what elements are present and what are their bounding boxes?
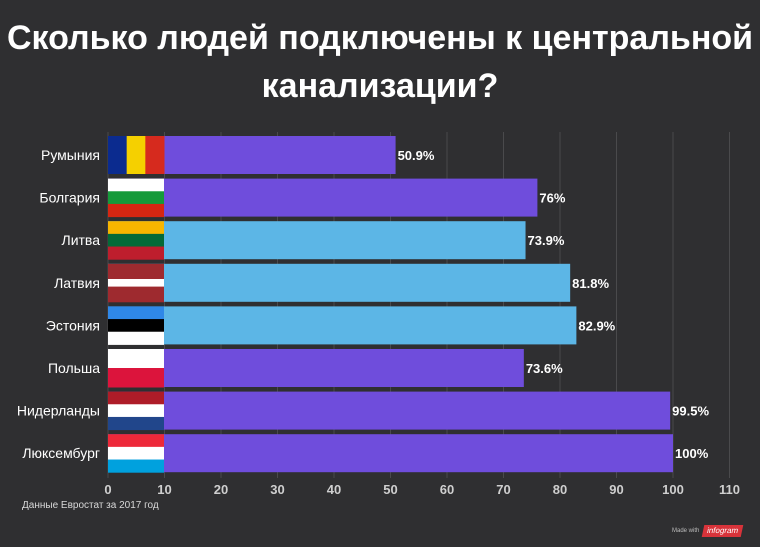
x-tick-label-7: 70 bbox=[496, 482, 510, 497]
value-label-4: 82.9% bbox=[578, 318, 615, 333]
x-tick-label-0: 0 bbox=[104, 482, 111, 497]
flag-3-stripe-0 bbox=[108, 264, 164, 280]
x-axis-ticks: 0 10 20 30 40 50 60 70 80 90 100 110 bbox=[104, 482, 740, 497]
flag-0-stripe-2 bbox=[145, 136, 164, 174]
bar-6 bbox=[108, 392, 670, 430]
bar-4 bbox=[108, 306, 576, 344]
bar-2 bbox=[108, 221, 526, 259]
flag-5 bbox=[108, 349, 164, 388]
source-note: Данные Евростат за 2017 год bbox=[22, 500, 159, 511]
flag-3-stripe-2 bbox=[108, 287, 164, 303]
x-tick-label-9: 90 bbox=[609, 482, 623, 497]
flag-4 bbox=[108, 306, 164, 345]
category-labels: Румыния Болгария Литва Латвия Эстония Польша Н… bbox=[17, 147, 100, 461]
value-label-3: 81.8% bbox=[572, 276, 609, 291]
flag-7-stripe-2 bbox=[108, 460, 164, 473]
infogram-credit[interactable]: Made with infogram bbox=[672, 525, 742, 537]
value-label-2: 73.9% bbox=[528, 233, 565, 248]
flag-7-stripe-1 bbox=[108, 447, 164, 460]
flag-7 bbox=[108, 434, 164, 472]
value-label-6: 99.5% bbox=[672, 404, 709, 419]
category-label-1: Болгария bbox=[39, 190, 100, 206]
value-label-5: 73.6% bbox=[526, 361, 563, 376]
category-label-0: Румыния bbox=[41, 147, 100, 163]
flag-2 bbox=[108, 221, 164, 260]
category-label-6: Нидерланды bbox=[17, 403, 100, 419]
x-tick-label-3: 30 bbox=[270, 482, 284, 497]
x-tick-label-4: 40 bbox=[327, 482, 341, 497]
bar-3 bbox=[108, 264, 570, 302]
flag-6 bbox=[108, 392, 164, 430]
flag-5-stripe-1 bbox=[108, 368, 164, 388]
bar-7 bbox=[108, 434, 673, 472]
credit-made-with: Made with bbox=[672, 528, 699, 534]
value-label-7: 100% bbox=[675, 446, 709, 461]
flag-0-stripe-0 bbox=[108, 136, 127, 174]
flag-4-stripe-1 bbox=[108, 319, 164, 332]
flag-1 bbox=[108, 179, 164, 218]
flag-7-stripe-0 bbox=[108, 434, 164, 447]
flag-0 bbox=[108, 136, 165, 174]
flag-5-stripe-0 bbox=[108, 349, 164, 369]
category-label-3: Латвия bbox=[54, 275, 100, 291]
flag-3 bbox=[108, 264, 164, 303]
flag-3-stripe-1 bbox=[108, 279, 164, 287]
flag-6-stripe-0 bbox=[108, 392, 164, 405]
flag-2-stripe-1 bbox=[108, 234, 164, 247]
value-label-1: 76% bbox=[539, 191, 565, 206]
x-tick-label-10: 100 bbox=[662, 482, 684, 497]
x-tick-label-11: 110 bbox=[719, 482, 740, 497]
flag-4-stripe-2 bbox=[108, 332, 164, 345]
x-tick-label-5: 50 bbox=[383, 482, 397, 497]
flag-1-stripe-1 bbox=[108, 191, 164, 204]
flag-4-stripe-0 bbox=[108, 306, 164, 319]
flag-0-stripe-1 bbox=[127, 136, 146, 174]
flag-1-stripe-0 bbox=[108, 179, 164, 192]
category-label-2: Литва bbox=[62, 232, 101, 248]
bar-1 bbox=[108, 179, 537, 217]
flags bbox=[108, 136, 165, 473]
x-tick-label-1: 10 bbox=[157, 482, 171, 497]
category-label-5: Польша bbox=[48, 360, 100, 376]
flag-2-stripe-0 bbox=[108, 221, 164, 234]
flag-6-stripe-2 bbox=[108, 417, 164, 430]
x-tick-label-8: 80 bbox=[553, 482, 567, 497]
bar-5 bbox=[108, 349, 524, 387]
category-label-7: Люксембург bbox=[22, 445, 100, 461]
x-tick-label-2: 20 bbox=[214, 482, 228, 497]
category-label-4: Эстония bbox=[46, 317, 100, 333]
flag-2-stripe-2 bbox=[108, 247, 164, 260]
value-label-0: 50.9% bbox=[398, 148, 435, 163]
x-tick-label-6: 60 bbox=[440, 482, 454, 497]
flag-1-stripe-2 bbox=[108, 204, 164, 217]
infogram-logo: infogram bbox=[702, 525, 744, 537]
flag-6-stripe-1 bbox=[108, 404, 164, 417]
